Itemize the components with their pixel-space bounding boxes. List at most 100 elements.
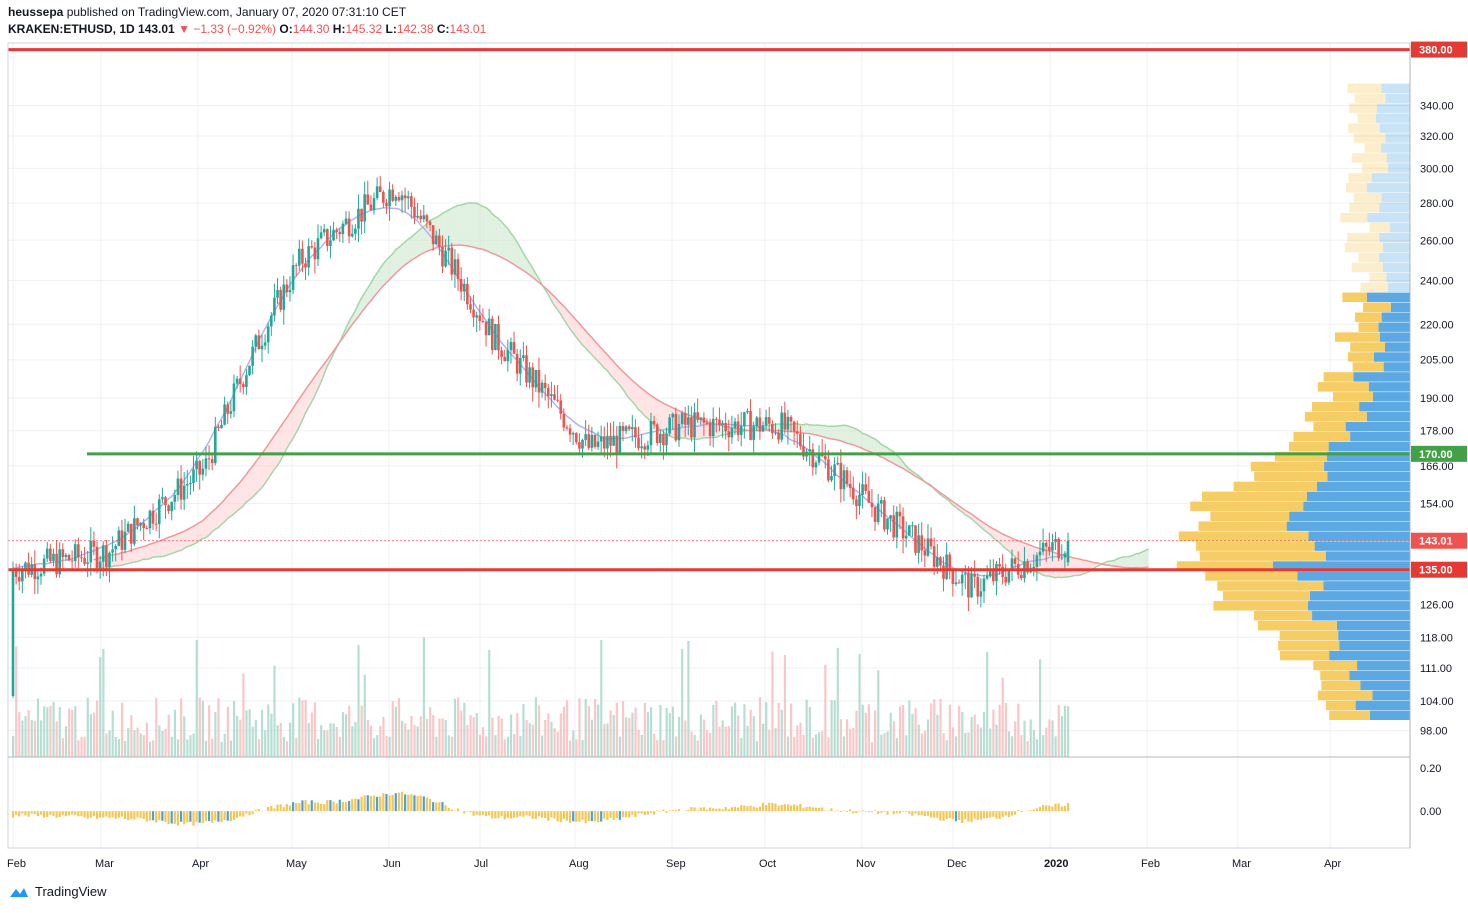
osc-bar	[43, 811, 46, 818]
osc-bar	[867, 811, 870, 813]
candle-body	[33, 564, 37, 580]
volume-bar	[425, 718, 429, 757]
volume-bar	[662, 740, 665, 757]
candle-body	[609, 435, 612, 446]
osc-bar	[836, 810, 839, 812]
high-label: H:	[332, 22, 346, 36]
candle-body	[251, 346, 254, 366]
volume-bar	[488, 650, 491, 757]
osc-bar	[796, 805, 799, 812]
candle-body	[1032, 566, 1036, 569]
vp-up-bar	[1390, 222, 1410, 233]
vp-down-bar	[1340, 212, 1368, 223]
vp-down-bar	[1358, 252, 1380, 263]
low-label: L:	[385, 22, 397, 36]
volume-bar	[867, 704, 871, 757]
osc-bar	[77, 811, 80, 817]
cloud-segment	[507, 228, 511, 263]
osc-bar	[687, 809, 690, 812]
candle-body	[388, 189, 391, 207]
candle-body	[151, 510, 155, 524]
candle-body	[304, 263, 307, 268]
tradingview-logo[interactable]: TradingView	[8, 884, 107, 899]
cloud-segment	[1083, 560, 1087, 574]
volume-bar	[304, 699, 307, 757]
candle-body	[727, 431, 731, 438]
candle-body	[1004, 576, 1008, 583]
candle-body	[515, 353, 519, 374]
volume-bar	[30, 720, 33, 757]
candle-body	[584, 434, 587, 440]
volume-bar	[724, 726, 727, 757]
osc-bar	[148, 811, 152, 821]
volume-bar	[466, 725, 469, 757]
vp-up-bar	[1289, 511, 1410, 521]
candle-body	[73, 544, 77, 562]
candle-body	[120, 530, 124, 550]
vp-down-bar	[1352, 362, 1384, 372]
osc-bar	[186, 811, 189, 823]
candle-body	[739, 426, 743, 436]
volume-bar	[338, 736, 341, 757]
osc-bar	[52, 811, 55, 816]
candle-body	[599, 436, 603, 442]
osc-bar	[229, 811, 232, 822]
candle-body	[39, 573, 43, 577]
osc-bar	[684, 810, 687, 812]
candle-body	[643, 446, 647, 450]
osc-bar	[951, 811, 954, 820]
volume-bar	[21, 720, 24, 757]
candle-body	[649, 420, 653, 446]
volume-bar	[783, 655, 786, 757]
cloud-segment	[236, 482, 240, 512]
volume-bar	[1023, 720, 1026, 757]
osc-bar	[372, 795, 376, 812]
horizontal-levels[interactable]: 380.00 170.00 135.00 143.01	[8, 41, 1467, 578]
volume-bar	[1063, 705, 1067, 757]
vp-up-bar	[1378, 322, 1410, 332]
vp-down-bar	[1217, 581, 1324, 591]
volume-bar	[961, 712, 964, 757]
volume-bar	[528, 723, 531, 757]
osc-bar	[600, 811, 603, 822]
symbol[interactable]: KRAKEN:ETHUSD, 1D	[8, 22, 135, 36]
volume-bar	[148, 741, 152, 757]
volume-bar	[656, 739, 659, 757]
volume-bar	[111, 710, 114, 757]
volume-bar	[709, 732, 712, 757]
volume-bar	[525, 719, 528, 757]
cloud-segment	[837, 425, 841, 441]
vp-down-bar	[1369, 272, 1387, 283]
volume-bar	[360, 705, 363, 757]
volume-bar	[152, 740, 155, 757]
osc-bar	[83, 811, 86, 818]
candle-body	[204, 458, 208, 469]
volume-bar	[945, 740, 948, 757]
volume-bar	[475, 712, 478, 757]
volume-bar	[534, 697, 538, 757]
osc-bar	[71, 811, 74, 815]
candle-body	[665, 433, 668, 446]
osc-bar	[970, 811, 973, 823]
cloud-segment	[177, 532, 181, 552]
osc-bar	[497, 811, 500, 819]
candle-body	[957, 582, 961, 584]
candle-body	[167, 505, 170, 512]
osc-bar	[702, 807, 705, 812]
candle-body	[935, 557, 939, 567]
volume-bar	[351, 726, 354, 757]
author[interactable]: heussepa	[8, 5, 64, 19]
vp-up-bar	[1381, 143, 1410, 153]
candle-body	[693, 412, 696, 438]
osc-bar	[232, 811, 236, 821]
osc-bar	[1066, 803, 1070, 812]
cloud-segment	[460, 204, 465, 246]
candle-body	[164, 497, 167, 506]
osc-bar	[855, 811, 858, 814]
candle-body	[307, 246, 310, 268]
volume-bar	[92, 712, 96, 757]
candle-body	[640, 446, 643, 449]
candle-body	[425, 215, 429, 222]
osc-bar	[24, 811, 27, 816]
